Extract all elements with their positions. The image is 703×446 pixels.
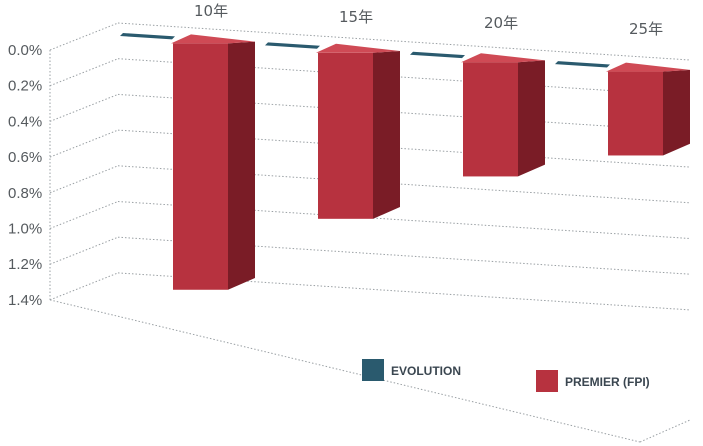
gridline-depth	[49, 201, 119, 229]
bar-evolution	[555, 61, 610, 68]
bar-premier	[318, 52, 373, 219]
bars	[120, 33, 690, 290]
bar-premier-side	[663, 69, 690, 156]
category-label: 15年	[339, 8, 373, 26]
bar-premier-side	[373, 51, 400, 219]
bar-evolution	[120, 33, 175, 40]
gridline-depth	[49, 58, 119, 87]
y-tick-label: 1.4%	[8, 292, 42, 309]
gridline-depth	[49, 93, 119, 122]
floor-side-edge	[639, 419, 691, 443]
bar-premier	[173, 43, 228, 290]
gridline-depth	[49, 165, 119, 194]
gridline-depth	[49, 22, 119, 51]
category-label: 10年	[194, 2, 228, 20]
bar-premier-top	[316, 43, 400, 53]
y-tick-label: 0.8%	[8, 185, 42, 202]
bar-evolution	[265, 42, 320, 49]
gridline-depth	[49, 236, 119, 265]
bar-premier-side	[228, 41, 255, 290]
bar-premier-top	[171, 34, 255, 44]
y-axis-ticks: 0.0% 0.2% 0.4% 0.6% 0.8% 1.0% 1.2% 1.4%	[8, 42, 42, 309]
y-tick-label: 0.0%	[8, 42, 42, 59]
legend-label-evolution: EVOLUTION	[391, 364, 461, 378]
legend-swatch-evolution	[362, 359, 384, 381]
legend-label-premier: PREMIER (FPI)	[565, 375, 650, 389]
category-labels: 10年 15年 20年 25年	[194, 2, 663, 38]
y-tick-label: 0.6%	[8, 149, 42, 166]
y-tick-label: 0.4%	[8, 113, 42, 130]
bar-premier	[608, 71, 663, 156]
category-label: 25年	[629, 20, 663, 38]
gridline	[117, 22, 691, 61]
legend-swatch-premier	[536, 370, 558, 392]
bar-premier-top	[461, 53, 545, 63]
y-tick-label: 0.2%	[8, 78, 42, 95]
bar-premier-side	[518, 60, 545, 177]
gridline-depth	[49, 129, 119, 158]
category-label: 20年	[484, 14, 518, 32]
bar-premier-top	[606, 62, 690, 72]
bar-evolution	[410, 51, 465, 59]
bar-premier	[463, 62, 518, 177]
legend: EVOLUTION PREMIER (FPI)	[362, 359, 650, 392]
y-tick-label: 1.2%	[8, 256, 42, 273]
y-tick-label: 1.0%	[8, 221, 42, 238]
gridline-depth	[49, 272, 119, 301]
